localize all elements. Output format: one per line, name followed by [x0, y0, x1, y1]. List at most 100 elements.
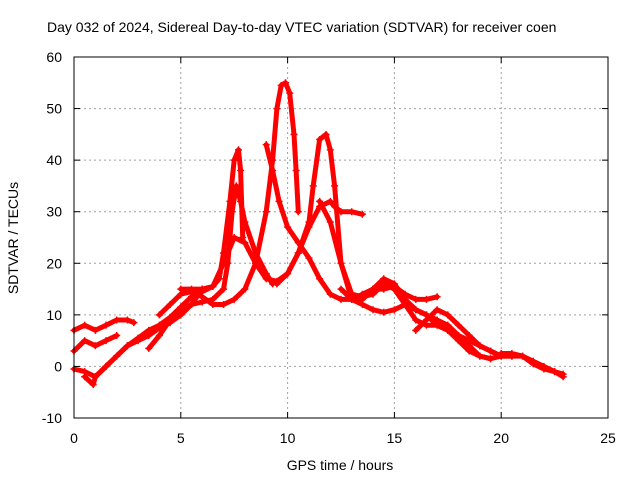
series-track-i: [273, 197, 366, 288]
data-point-marker: [454, 321, 462, 329]
data-point-marker: [102, 321, 110, 329]
series-track-b: [70, 331, 121, 355]
data-point-marker: [91, 326, 99, 334]
data-point-marker: [177, 306, 185, 314]
data-point-marker: [519, 352, 527, 360]
data-point-marker: [476, 352, 484, 360]
data-point-marker: [290, 130, 298, 138]
data-point-marker: [209, 282, 217, 290]
axes: 0 5 10 15 20 25 -10 0 10 20 30 40 50 60: [42, 49, 616, 446]
series-track-k: [337, 285, 495, 363]
data-point-marker: [559, 370, 567, 378]
x-tick-label: 5: [177, 430, 185, 446]
y-tick-label: -10: [42, 410, 62, 426]
series-line: [146, 183, 276, 351]
data-point-marker: [187, 301, 195, 309]
data-point-marker: [433, 306, 441, 314]
data-point-marker: [309, 182, 317, 190]
data-point-marker: [198, 285, 206, 293]
data-point-marker: [294, 249, 302, 257]
data-point-marker: [273, 105, 281, 113]
data-point-marker: [89, 380, 97, 388]
data-point-marker: [241, 285, 249, 293]
data-point-marker: [316, 275, 324, 283]
data-point-marker: [422, 316, 430, 324]
data-point-marker: [348, 208, 356, 216]
data-point-marker: [81, 373, 89, 381]
data-point-marker: [390, 306, 398, 314]
data-point-marker: [123, 342, 131, 350]
data-point-marker: [198, 293, 206, 301]
data-point-marker: [337, 285, 345, 293]
data-point-marker: [187, 285, 195, 293]
data-point-marker: [412, 316, 420, 324]
data-point-marker: [220, 259, 228, 267]
data-point-marker: [130, 319, 138, 327]
x-axis-title: GPS time / hours: [287, 457, 394, 473]
data-point-marker: [433, 293, 441, 301]
data-point-marker: [326, 290, 334, 298]
data-point-marker: [540, 362, 548, 370]
data-point-marker: [166, 316, 174, 324]
x-tick-label: 10: [280, 430, 296, 446]
data-point-marker: [209, 301, 217, 309]
data-point-marker: [337, 259, 345, 267]
data-point-marker: [331, 203, 339, 211]
data-point-marker: [230, 295, 238, 303]
data-point-marker: [422, 295, 430, 303]
data-point-marker: [220, 301, 228, 309]
data-point-marker: [497, 350, 505, 358]
data-point-marker: [412, 326, 420, 334]
series-track-j: [316, 197, 516, 363]
data-point-marker: [91, 373, 99, 381]
data-point-marker: [322, 130, 330, 138]
data-point-marker: [294, 208, 302, 216]
series-track-h: [262, 141, 441, 303]
data-point-marker: [369, 306, 377, 314]
data-point-marker: [145, 326, 153, 334]
data-point-marker: [113, 331, 121, 339]
data-point-marker: [529, 357, 537, 365]
data-point-marker: [155, 321, 163, 329]
x-tick-label: 20: [493, 430, 509, 446]
data-point-marker: [412, 295, 420, 303]
data-point-marker: [444, 326, 452, 334]
data-series: [70, 79, 567, 388]
data-point-marker: [412, 306, 420, 314]
data-point-marker: [390, 280, 398, 288]
y-tick-label: 10: [46, 307, 62, 323]
data-point-marker: [262, 141, 270, 149]
data-point-marker: [551, 368, 559, 376]
data-point-marker: [487, 355, 495, 363]
series-line: [274, 198, 365, 287]
data-point-marker: [476, 342, 484, 350]
data-point-marker: [262, 275, 270, 283]
data-point-marker: [81, 321, 89, 329]
data-point-marker: [273, 280, 281, 288]
y-tick-label: 30: [46, 204, 62, 220]
data-point-marker: [237, 197, 245, 205]
data-point-marker: [358, 210, 366, 218]
data-point-marker: [465, 331, 473, 339]
data-point-marker: [337, 208, 345, 216]
data-point-marker: [326, 218, 334, 226]
data-point-marker: [487, 347, 495, 355]
data-point-marker: [234, 146, 242, 154]
data-point-marker: [269, 166, 277, 174]
chart-title: Day 032 of 2024, Sidereal Day-to-day VTE…: [47, 19, 556, 35]
data-point-marker: [358, 301, 366, 309]
data-point-marker: [508, 350, 516, 358]
data-point-marker: [113, 316, 121, 324]
data-point-marker: [348, 295, 356, 303]
data-point-marker: [102, 337, 110, 345]
x-tick-label: 25: [600, 430, 616, 446]
data-point-marker: [305, 223, 313, 231]
data-point-marker: [166, 301, 174, 309]
x-tick-label: 15: [387, 430, 403, 446]
data-point-marker: [380, 285, 388, 293]
data-point-marker: [454, 337, 462, 345]
data-point-marker: [380, 308, 388, 316]
data-point-marker: [230, 234, 238, 241]
data-point-marker: [326, 197, 334, 205]
